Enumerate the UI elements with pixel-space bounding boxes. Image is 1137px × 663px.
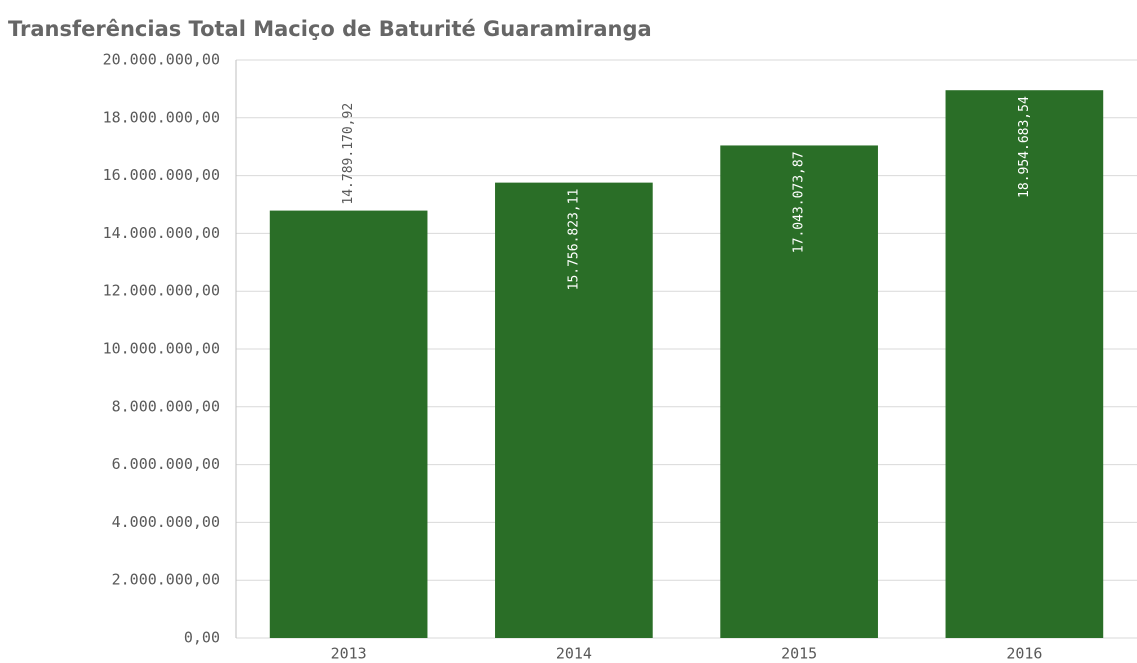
y-tick-label: 4.000.000,00 xyxy=(112,513,220,531)
value-label: 15.756.823,11 xyxy=(566,189,581,291)
bar xyxy=(495,182,653,638)
value-label: 18.954.683,54 xyxy=(1017,96,1032,198)
chart-title: Transferências Total Maciço de Baturité … xyxy=(8,17,652,41)
y-tick-label: 8.000.000,00 xyxy=(112,397,220,415)
y-tick-label: 14.000.000,00 xyxy=(103,224,220,242)
y-tick-label: 2.000.000,00 xyxy=(112,571,220,589)
bar xyxy=(945,90,1104,638)
y-tick-label: 18.000.000,00 xyxy=(103,108,220,126)
bar xyxy=(720,145,878,638)
x-tick-label: 2013 xyxy=(331,645,367,663)
y-tick-label: 10.000.000,00 xyxy=(103,340,220,358)
y-tick-label: 6.000.000,00 xyxy=(112,455,220,473)
x-tick-label: 2015 xyxy=(781,645,817,663)
value-label: 14.789.170,92 xyxy=(341,103,356,205)
y-tick-label: 12.000.000,00 xyxy=(103,282,220,300)
bar xyxy=(269,210,428,638)
y-tick-label: 20.000.000,00 xyxy=(103,51,220,69)
x-tick-label: 2014 xyxy=(556,645,592,663)
y-tick-label: 0,00 xyxy=(184,629,220,647)
y-tick-label: 16.000.000,00 xyxy=(103,166,220,184)
value-label: 17.043.073,87 xyxy=(792,151,807,253)
x-tick-label: 2016 xyxy=(1006,645,1042,663)
